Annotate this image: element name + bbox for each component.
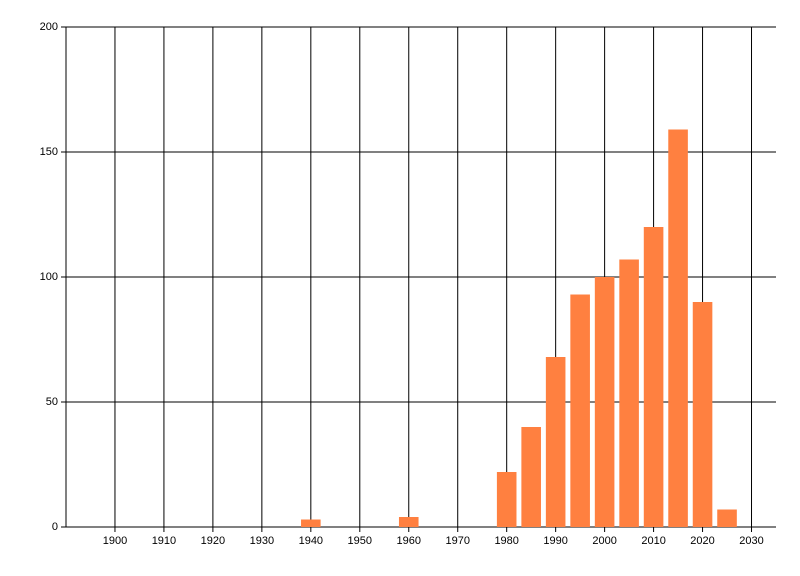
bar bbox=[570, 294, 590, 527]
bar bbox=[496, 472, 517, 527]
bar bbox=[643, 227, 664, 527]
bar bbox=[668, 129, 688, 527]
bar bbox=[545, 357, 566, 527]
bar bbox=[521, 427, 541, 527]
x-tick-label: 1920 bbox=[201, 535, 225, 547]
x-tick-label: 1980 bbox=[494, 535, 518, 547]
x-tick-label: 2020 bbox=[690, 535, 714, 547]
bar bbox=[594, 277, 615, 527]
y-tick-label: 100 bbox=[40, 271, 58, 283]
y-tick-label: 150 bbox=[40, 146, 58, 158]
bar bbox=[619, 259, 639, 527]
x-tick-label: 1990 bbox=[543, 535, 567, 547]
x-tick-label: 2000 bbox=[592, 535, 616, 547]
y-tick-label: 200 bbox=[40, 21, 58, 33]
bar bbox=[301, 519, 321, 527]
y-tick-label: 0 bbox=[52, 521, 58, 533]
bar bbox=[692, 302, 713, 527]
x-tick-label: 1930 bbox=[250, 535, 274, 547]
x-tick-label: 1900 bbox=[103, 535, 127, 547]
bar bbox=[717, 509, 737, 527]
x-tick-label: 2030 bbox=[739, 535, 763, 547]
x-tick-label: 1950 bbox=[348, 535, 372, 547]
bar bbox=[398, 517, 419, 527]
y-tick-label: 50 bbox=[46, 396, 58, 408]
x-tick-label: 2010 bbox=[641, 535, 665, 547]
x-tick-label: 1960 bbox=[397, 535, 421, 547]
x-tick-label: 1970 bbox=[445, 535, 469, 547]
x-tick-label: 1940 bbox=[299, 535, 323, 547]
x-tick-label: 1910 bbox=[152, 535, 176, 547]
